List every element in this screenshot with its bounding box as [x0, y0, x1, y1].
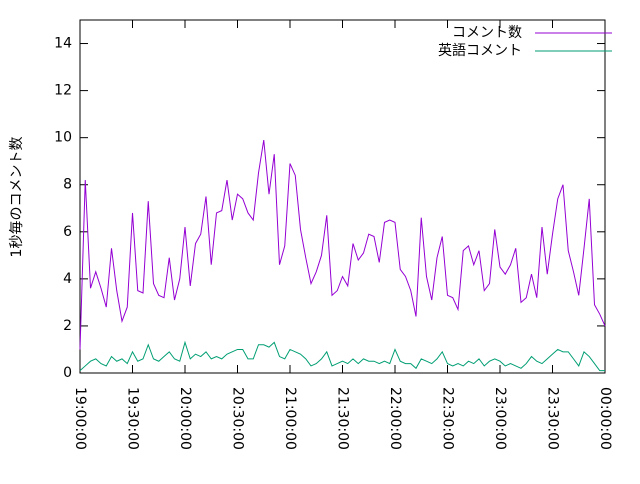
- legend-label: 英語コメント: [438, 42, 522, 59]
- x-tick-label: 22:30:00: [440, 387, 456, 450]
- y-tick-label: 4: [63, 271, 72, 287]
- series-line: [79, 340, 605, 372]
- y-tick-label: 12: [54, 83, 72, 99]
- x-tick-label: 23:00:00: [492, 387, 508, 450]
- y-tick-label: 8: [63, 177, 72, 193]
- x-tick-label: 20:30:00: [230, 387, 246, 450]
- y-tick-label: 2: [63, 318, 72, 334]
- legend-label: コメント数: [452, 25, 522, 41]
- y-axis-label: 1秒毎のコメント数: [9, 137, 25, 258]
- y-tick-label: 0: [63, 365, 72, 381]
- x-tick-label: 21:30:00: [335, 387, 351, 450]
- x-tick-label: 00:00:00: [597, 387, 613, 450]
- x-tick-label: 23:30:00: [545, 387, 561, 450]
- plot-frame: [79, 19, 606, 374]
- x-tick-label: 20:00:00: [177, 387, 193, 450]
- y-tick-label: 6: [63, 224, 72, 240]
- y-tick-label: 14: [54, 36, 72, 52]
- series-line: [79, 139, 606, 350]
- x-tick-label: 19:30:00: [125, 387, 141, 450]
- y-tick-label: 10: [54, 130, 72, 146]
- x-tick-label: 19:00:00: [72, 387, 88, 450]
- x-tick-label: 22:00:00: [387, 387, 403, 450]
- x-tick-label: 21:00:00: [282, 387, 298, 450]
